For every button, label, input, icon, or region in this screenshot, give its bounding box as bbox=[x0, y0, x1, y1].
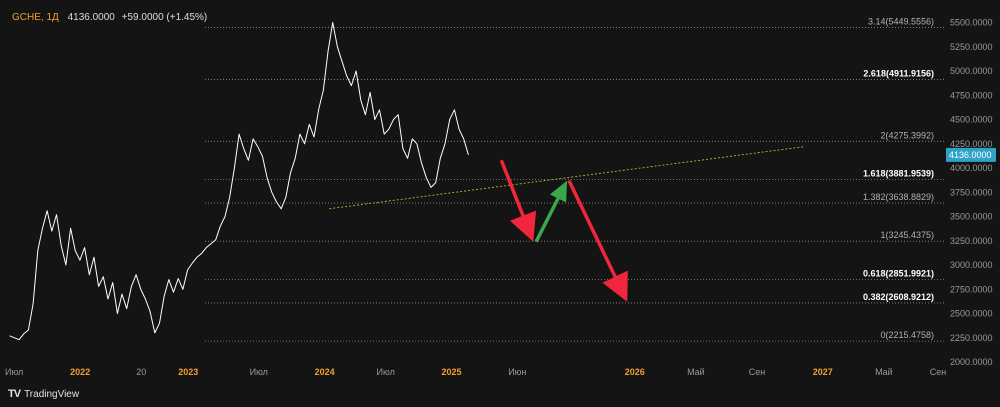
footer-branding: TV TradingView bbox=[8, 386, 79, 402]
x-tick-label: Сен bbox=[749, 367, 766, 377]
price-series-line bbox=[9, 22, 469, 341]
current-price-tag bbox=[946, 147, 996, 162]
x-tick-label: 2024 bbox=[315, 367, 335, 377]
y-tick-label: 4750.0000 bbox=[950, 90, 993, 100]
x-tick-label: Май bbox=[875, 367, 893, 377]
x-tick-label: Июн bbox=[508, 367, 526, 377]
trend-line bbox=[329, 146, 805, 210]
y-tick-label: 4500.0000 bbox=[950, 115, 993, 125]
y-tick-label: 2250.0000 bbox=[950, 333, 993, 343]
arrow-up-icon bbox=[534, 180, 568, 243]
x-tick-label: Май bbox=[687, 367, 705, 377]
price-value: 4136.0000 bbox=[67, 12, 115, 23]
symbol-label[interactable]: GCHE, 1Д bbox=[12, 12, 59, 23]
x-tick-label: Июл bbox=[250, 367, 268, 377]
y-tick-label: 5250.0000 bbox=[950, 42, 993, 52]
x-tick-label: Сен bbox=[930, 367, 947, 377]
brand-name[interactable]: TradingView bbox=[24, 388, 80, 400]
fib-level-label: 3.14(5449.5556) bbox=[868, 16, 934, 26]
x-tick-label: 20 bbox=[136, 367, 146, 377]
y-tick-label: 3250.0000 bbox=[950, 236, 993, 246]
symbol-header: GCHE, 1Д 4136.0000 +59.0000 (+1.45%) bbox=[12, 12, 207, 23]
current-price-label: 4136.0000 bbox=[949, 150, 992, 160]
y-tick-label: 3750.0000 bbox=[950, 187, 993, 197]
arrow-down-icon bbox=[567, 179, 628, 302]
fib-level-label: 0(2215.4758) bbox=[880, 330, 934, 340]
fib-level-label: 2(4275.3992) bbox=[880, 130, 934, 140]
x-tick-label: 2025 bbox=[441, 367, 461, 377]
y-tick-label: 3500.0000 bbox=[950, 212, 993, 222]
tradingview-logo-icon[interactable]: TV bbox=[8, 388, 21, 400]
fib-level-label: 1(3245.4375) bbox=[880, 230, 934, 240]
y-tick-label: 2000.0000 bbox=[950, 357, 993, 367]
x-tick-label: 2027 bbox=[813, 367, 833, 377]
x-tick-label: Июл bbox=[5, 367, 23, 377]
y-tick-label: 2750.0000 bbox=[950, 284, 993, 294]
x-tick-label: 2022 bbox=[70, 367, 90, 377]
y-tick-label: 2500.0000 bbox=[950, 309, 993, 319]
y-tick-label: 5000.0000 bbox=[950, 66, 993, 76]
y-tick-label: 5500.0000 bbox=[950, 18, 993, 28]
x-tick-label: 2026 bbox=[625, 367, 645, 377]
y-tick-label: 3000.0000 bbox=[950, 260, 993, 270]
fib-level-label: 2.618(4911.9156) bbox=[863, 69, 934, 79]
x-tick-label: Июл bbox=[377, 367, 395, 377]
x-tick-label: 2023 bbox=[178, 367, 198, 377]
fib-level-label: 0.618(2851.9921) bbox=[863, 268, 934, 278]
arrow-down-icon bbox=[499, 159, 537, 242]
price-change: +59.0000 (+1.45%) bbox=[121, 12, 208, 23]
fib-level-label: 1.618(3881.9539) bbox=[863, 168, 934, 178]
fib-level-label: 1.382(3638.8829) bbox=[863, 192, 934, 202]
y-tick-label: 4250.0000 bbox=[950, 139, 993, 149]
fib-level-label: 0.382(2608.9212) bbox=[863, 292, 934, 302]
y-tick-label: 4000.0000 bbox=[950, 163, 993, 173]
